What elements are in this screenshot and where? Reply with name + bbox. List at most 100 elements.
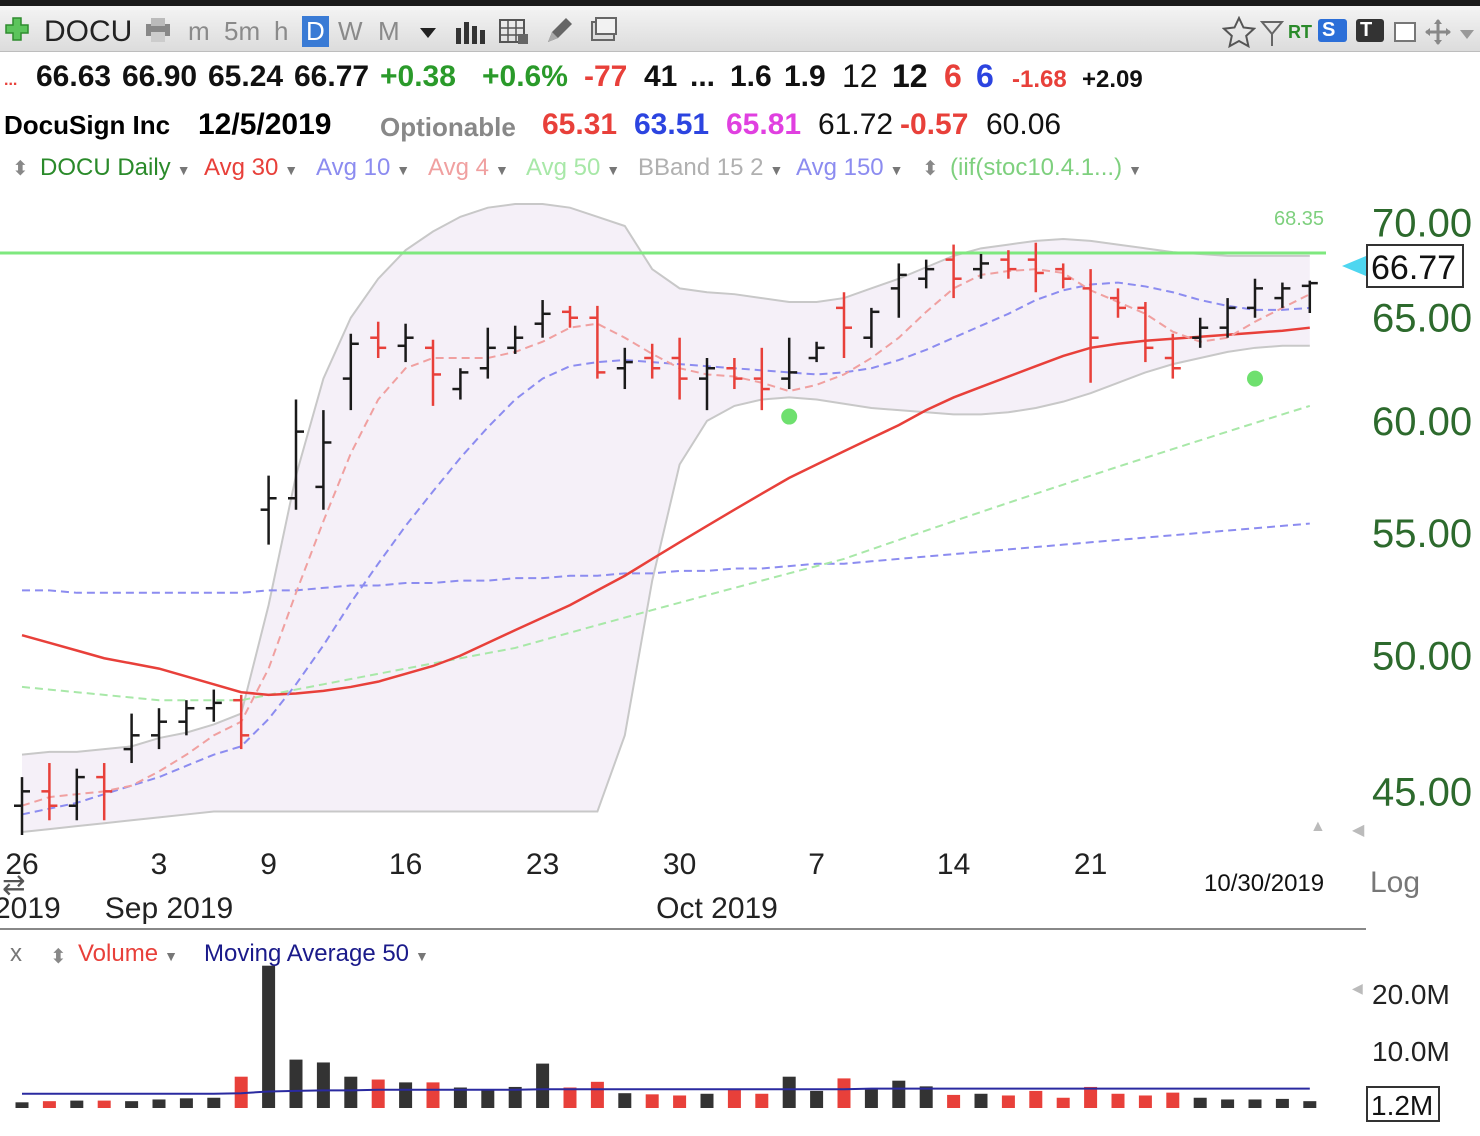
x-tick-label: 30	[663, 848, 696, 881]
rt-label[interactable]: RT	[1288, 22, 1312, 42]
ohlc-bar	[945, 244, 962, 299]
chevron-down-icon[interactable]	[418, 24, 438, 44]
ohlc-bar	[918, 259, 935, 289]
tf-hour[interactable]: h	[274, 16, 289, 46]
ohlc-bar	[562, 305, 578, 328]
volume-bar	[1275, 1098, 1289, 1108]
scroll-left-icon[interactable]: ◀	[1352, 822, 1365, 839]
ohlc-bar	[1274, 282, 1291, 308]
quote-v5: 12	[842, 58, 878, 94]
volume-y-tick-label: 20.0M	[1372, 979, 1450, 1010]
ohlc-bar	[14, 777, 30, 835]
close-pane-icon[interactable]: x	[10, 940, 22, 967]
x-month-label: Oct 2019	[656, 892, 778, 925]
x-tick-label: 16	[389, 848, 422, 881]
info-row: DocuSign Inc 12/5/2019 Optionable 65.31 …	[0, 104, 1480, 148]
star-icon[interactable]	[1222, 16, 1256, 48]
volume-bar	[1166, 1092, 1180, 1108]
volume-bar	[125, 1101, 139, 1108]
x-tick-label: 3	[151, 848, 168, 881]
ohlc-bar	[836, 292, 852, 358]
ohlc-bar	[1000, 250, 1017, 279]
sv-badge[interactable]: S	[1318, 19, 1348, 42]
volume-bar	[864, 1089, 878, 1108]
add-icon[interactable]	[4, 16, 30, 42]
volume-bar	[947, 1094, 961, 1108]
volume-bar	[508, 1086, 522, 1108]
alert-flag-icon[interactable]	[1260, 18, 1284, 48]
t-badge[interactable]: T	[1356, 19, 1385, 42]
updown-icon[interactable]: ⬍	[12, 158, 29, 180]
indicator-avg150[interactable]: Avg 150 ▼	[796, 154, 904, 181]
green-line-label: 68.35	[1274, 208, 1325, 230]
volume-ma-label[interactable]: Moving Average 50 ▼	[204, 940, 429, 967]
scroll-up-icon[interactable]: ▲	[1310, 818, 1326, 835]
refresh-icon[interactable]: ⇄	[2, 869, 26, 900]
bband-lower-line	[21, 344, 1310, 834]
indicator-bband[interactable]: BBand 15 2 ▼	[638, 154, 784, 181]
tf-daily[interactable]: D	[302, 16, 329, 47]
indicator-stoch[interactable]: (iif(stoc10.4.1...) ▼	[950, 154, 1142, 181]
quote-v4: 1.9	[784, 60, 826, 93]
info-n6: 60.06	[986, 108, 1062, 141]
quote-close: 66.77	[294, 60, 370, 93]
indicator-avg4[interactable]: Avg 4 ▼	[428, 154, 509, 181]
log-scale-toggle[interactable]: Log	[1370, 866, 1421, 899]
window-icon[interactable]	[588, 16, 620, 46]
volume-bar	[1084, 1086, 1098, 1108]
volume-y-tick-label: 10.0M	[1372, 1036, 1450, 1067]
quote-change-pct: +0.6%	[482, 60, 568, 93]
ohlc-bar	[1219, 298, 1236, 338]
indicator-daily[interactable]: DOCU Daily ▼	[40, 154, 191, 181]
ohlc-bar	[233, 694, 250, 750]
ohlc-bar	[260, 475, 277, 545]
printer-icon[interactable]	[142, 16, 176, 46]
tf-weekly[interactable]: W	[338, 16, 363, 46]
bar-chart-icon[interactable]	[454, 18, 486, 46]
restore-window-icon[interactable]	[1392, 18, 1420, 46]
quote-date: 12/5/2019	[198, 108, 332, 141]
ohlc-bar	[863, 307, 880, 348]
quote-v8: 6	[976, 58, 994, 94]
indicator-avg30[interactable]: Avg 30 ▼	[204, 154, 299, 181]
volume-bar	[673, 1095, 687, 1108]
quote-v2: 41	[644, 60, 678, 93]
ohlc-bar	[1192, 317, 1209, 348]
tf-monthly[interactable]: M	[378, 16, 400, 46]
volume-label[interactable]: Volume ▼	[78, 940, 178, 967]
ohlc-bar	[397, 323, 414, 363]
volume-bar	[1221, 1099, 1235, 1108]
volume-last-box: 1.2M	[1366, 1086, 1440, 1122]
move-icon[interactable]	[1424, 18, 1454, 48]
scroll-left-icon[interactable]: ◀	[1352, 980, 1363, 996]
y-tick-label: 65.00	[1372, 297, 1472, 341]
quote-row: ... 66.63 66.90 65.24 66.77 +0.38 +0.6% …	[0, 56, 1480, 100]
volume-bar	[453, 1087, 467, 1108]
volume-bar	[1111, 1093, 1125, 1108]
indicator-row: ⬍ DOCU Daily ▼ Avg 30 ▼ Avg 10 ▼ Avg 4 ▼ Avg…	[0, 150, 1480, 186]
updown-icon[interactable]: ⬍	[50, 946, 67, 968]
ohlc-bar	[123, 713, 140, 764]
info-n2: 63.51	[634, 108, 710, 141]
pencil-icon[interactable]	[544, 16, 574, 46]
indicator-avg50[interactable]: Avg 50 ▼	[526, 154, 621, 181]
symbol-label[interactable]: DOCU	[44, 15, 133, 48]
quote-v9: -1.68	[1012, 66, 1067, 93]
volume-ma-line	[22, 1087, 1310, 1095]
info-n5: -0.57	[900, 108, 969, 141]
quote-open: 66.63	[36, 60, 112, 93]
tf-minute[interactable]: m	[188, 16, 210, 46]
grid-settings-icon[interactable]	[498, 16, 530, 46]
tf-5minute[interactable]: 5m	[224, 16, 261, 46]
updown-icon[interactable]: ⬍	[922, 158, 939, 180]
ohlc-bar	[1027, 242, 1044, 293]
volume-bar	[42, 1101, 56, 1108]
volume-bar	[837, 1078, 851, 1108]
volume-divider	[0, 928, 1366, 930]
quote-v10: +2.09	[1082, 66, 1143, 93]
quote-high: 66.90	[122, 60, 198, 93]
ohlc-bar	[96, 763, 113, 821]
last-price-box: 66.77	[1366, 244, 1464, 288]
indicator-avg10[interactable]: Avg 10 ▼	[316, 154, 411, 181]
chevron-down-icon[interactable]	[1458, 26, 1476, 44]
